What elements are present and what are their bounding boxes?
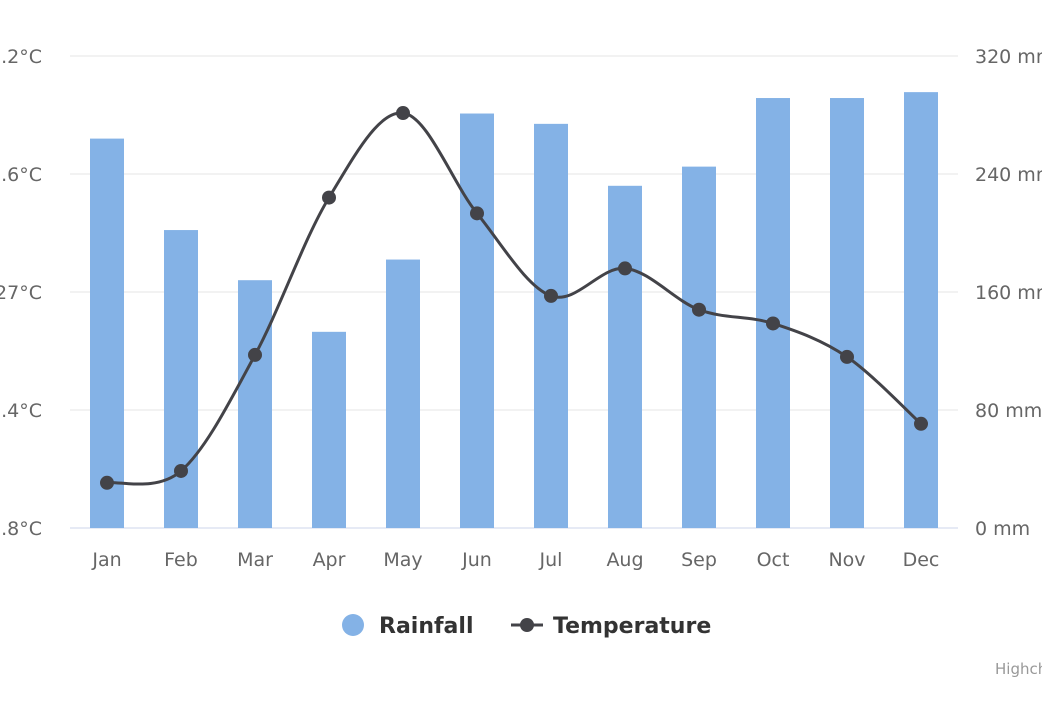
temperature-point (914, 416, 928, 431)
x-axis-tick-label: Jun (461, 549, 492, 571)
x-axis-tick-label: Apr (313, 549, 346, 571)
rainfall-bar (164, 230, 198, 529)
legend-rainfall-icon (342, 614, 364, 636)
right-axis-tick-label: 0 mm (975, 518, 1030, 540)
temperature-point (766, 316, 780, 331)
credits-link[interactable]: Highcharts.com (995, 660, 1042, 678)
rainfall-bar (90, 138, 124, 528)
temperature-point (174, 463, 188, 478)
right-axis-tick-label: 160 mm (975, 282, 1042, 304)
rainfall-bar (534, 123, 568, 528)
temperature-point (692, 302, 706, 317)
rainfall-bar (608, 185, 642, 529)
x-axis-tick-label: Mar (237, 549, 273, 571)
x-axis-tick-label: May (383, 549, 422, 571)
x-axis-tick-label: Oct (757, 549, 790, 571)
temperature-point (248, 347, 262, 362)
left-axis-tick-label: 27°C (0, 282, 42, 304)
left-axis-tick-label: 25.8°C (0, 518, 42, 540)
rainfall-bar (238, 280, 272, 528)
rainfall-bar (386, 259, 420, 528)
left-axis-tick-label: 26.4°C (0, 400, 42, 422)
x-axis-tick-label: Jan (91, 549, 121, 571)
rainfall-bar (460, 113, 494, 529)
temperature-point (322, 190, 336, 205)
rainfall-bar (756, 98, 790, 528)
legend-rainfall-label: Rainfall (379, 614, 474, 639)
temperature-point (470, 206, 484, 221)
x-axis-tick-label: Dec (903, 549, 940, 571)
x-axis-tick-label: Aug (606, 549, 643, 571)
x-axis-tick-label: Feb (164, 549, 198, 571)
left-axis-tick-label: 28.2°C (0, 46, 42, 68)
legend-temperature-label: Temperature (553, 614, 711, 639)
temperature-point (840, 349, 854, 364)
right-axis-tick-label: 240 mm (975, 164, 1042, 186)
temperature-point (396, 106, 410, 121)
left-axis-tick-label: 27.6°C (0, 164, 42, 186)
rainfall-bar (682, 166, 716, 528)
x-axis-tick-label: Nov (828, 549, 865, 571)
rainfall-bar (312, 331, 346, 528)
temperature-point (544, 288, 558, 303)
legend-temperature-marker-icon (520, 618, 534, 632)
right-axis-tick-label: 80 mm (975, 400, 1042, 422)
temperature-point (100, 475, 114, 490)
rainfall-bar (830, 98, 864, 528)
right-axis-tick-label: 320 mm (975, 46, 1042, 68)
rainfall-bar (904, 92, 938, 528)
x-axis-tick-label: Jul (539, 549, 563, 571)
temperature-point (618, 261, 632, 276)
x-axis-tick-label: Sep (681, 549, 717, 571)
temperature-line (106, 111, 923, 486)
